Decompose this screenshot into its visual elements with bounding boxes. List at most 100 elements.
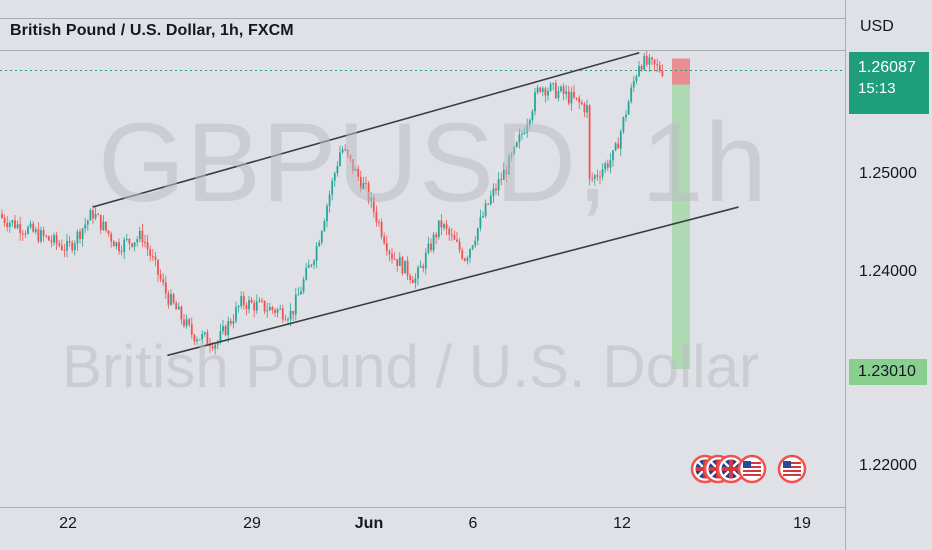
candle-body — [60, 245, 63, 250]
candle-body — [237, 306, 240, 308]
candle-body — [326, 205, 328, 222]
candle-body — [599, 176, 601, 178]
candle-body — [172, 294, 175, 304]
candle-body — [526, 125, 529, 133]
candle-body — [255, 301, 258, 311]
candle-body — [515, 142, 518, 147]
candle-body — [144, 242, 146, 244]
candle-body — [435, 234, 438, 238]
x-tick-label: 22 — [59, 515, 77, 532]
candle-body — [432, 234, 435, 251]
flag-stripe — [743, 470, 761, 472]
candle-body — [606, 163, 609, 168]
candle-body — [359, 176, 362, 189]
candle-body — [313, 260, 315, 265]
candle-body — [55, 235, 58, 244]
take-profit-zone — [672, 84, 690, 370]
candle-body — [336, 165, 339, 174]
flag-canton — [783, 461, 791, 468]
candle-body — [151, 256, 154, 258]
candle-body — [328, 194, 331, 206]
candle-body — [406, 260, 409, 276]
candle-body — [370, 197, 373, 202]
currency-label[interactable]: USD — [860, 18, 894, 35]
candle-body — [492, 188, 495, 196]
candle-body — [609, 160, 612, 168]
candle-body — [162, 279, 165, 283]
candle-body — [219, 331, 222, 342]
candle-body — [380, 222, 383, 237]
candle-body — [289, 310, 292, 320]
candle-body — [419, 266, 422, 268]
candle-body — [177, 306, 180, 310]
candle-body — [640, 65, 643, 70]
candle-body — [479, 216, 482, 229]
x-tick-label: 19 — [793, 515, 811, 532]
candle-body — [443, 224, 445, 228]
candle-body — [27, 227, 29, 234]
candle-body — [227, 320, 230, 336]
take-profit-tag: 1.23010 — [849, 359, 927, 385]
candle-body — [601, 169, 604, 177]
candle-body — [388, 251, 391, 254]
y-tick-label: 1.22000 — [859, 457, 917, 474]
candle-body — [11, 220, 14, 223]
candle-body — [391, 253, 393, 259]
candle-body — [453, 235, 456, 240]
candle-body — [154, 256, 157, 260]
candle-body — [401, 257, 404, 274]
candle-body — [612, 150, 614, 161]
candle-body — [86, 220, 89, 225]
candle-body — [487, 203, 490, 205]
candle-body — [240, 295, 243, 307]
lower-channel-line — [167, 206, 739, 357]
candle-body — [50, 240, 53, 243]
candle-body — [354, 168, 357, 172]
candle-body — [245, 305, 248, 310]
candle-body — [24, 233, 27, 235]
candle-body — [424, 252, 427, 269]
candle-body — [79, 231, 81, 240]
candle-body — [591, 178, 594, 180]
chart-title[interactable]: British Pound / U.S. Dollar, 1h, FXCM — [10, 22, 294, 39]
candle-body — [190, 324, 193, 335]
candle-body — [97, 214, 100, 216]
candle-body — [287, 319, 289, 321]
candle-body — [305, 267, 308, 280]
symbol-watermark: GBPUSD, 1h — [98, 100, 768, 225]
candle-body — [188, 319, 191, 325]
candle-body — [643, 56, 646, 70]
candle-body — [14, 220, 16, 229]
candle-body — [110, 233, 113, 242]
candle-body — [378, 222, 380, 224]
candle-body — [102, 221, 105, 230]
flag-canton — [743, 461, 751, 468]
candle-body — [404, 260, 406, 274]
candle-body — [281, 308, 284, 320]
candle-body — [495, 188, 497, 191]
candle-body — [105, 221, 107, 231]
candle-body — [250, 300, 253, 303]
candle-body — [315, 246, 318, 261]
candle-body — [42, 230, 45, 236]
candle-body — [575, 97, 578, 99]
flag-stripe — [743, 474, 761, 476]
candle-body — [333, 173, 336, 181]
candle-body — [536, 87, 539, 93]
price-chart[interactable] — [0, 0, 845, 507]
candle-body — [489, 195, 492, 205]
candle-body — [3, 217, 6, 224]
candle-body — [627, 101, 630, 115]
candle-body — [362, 182, 365, 189]
candle-body — [638, 65, 640, 77]
candle-body — [440, 220, 443, 228]
candle-body — [157, 259, 159, 275]
candle-body — [66, 241, 68, 251]
candle-body — [497, 179, 500, 191]
candle-body — [198, 339, 201, 341]
candle-body — [71, 242, 74, 251]
candle-body — [617, 143, 620, 149]
candle-body — [34, 229, 37, 232]
candle-body — [357, 168, 360, 177]
candle-body — [203, 332, 206, 334]
